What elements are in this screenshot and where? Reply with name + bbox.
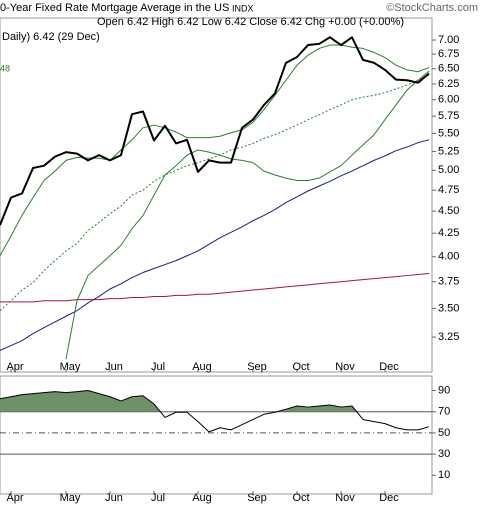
x-tick-label: Oct	[292, 361, 309, 373]
y-tick-label: 30	[438, 448, 450, 460]
x-tick-label: Jun	[105, 492, 123, 504]
y-tick-label: 5.50	[438, 127, 459, 139]
x-tick-label: Jun	[105, 361, 123, 373]
y-tick-label: 6.00	[438, 94, 459, 106]
x-tick-label: Nov	[335, 361, 355, 373]
y-tick-label: 6.50	[438, 63, 459, 75]
y-tick-label: 6.75	[438, 48, 459, 60]
x-tick-label: Sep	[247, 361, 267, 373]
y-tick-label: 3.50	[438, 302, 459, 314]
series-line	[65, 70, 430, 360]
x-tick-label: Apr	[6, 492, 23, 504]
x-tick-label: May	[60, 361, 81, 373]
x-tick-label: Jul	[151, 361, 165, 373]
y-tick-label: 50	[438, 427, 450, 439]
side-label: 48	[0, 63, 10, 73]
y-tick-label: 10	[438, 469, 450, 481]
series-line	[0, 36, 430, 226]
y-tick-label: 90	[438, 384, 450, 396]
x-tick-label: Apr	[6, 361, 23, 373]
x-tick-label: Dec	[379, 492, 399, 504]
x-tick-label: Dec	[379, 361, 399, 373]
series-line	[0, 390, 430, 433]
x-tick-label: May	[60, 492, 81, 504]
series-line	[0, 139, 430, 351]
y-tick-label: 7.00	[438, 34, 459, 46]
x-tick-label: Oct	[292, 492, 309, 504]
price-panel	[0, 17, 433, 373]
chart-title: 0-Year Fixed Rate Mortgage Average in th…	[0, 2, 229, 14]
area-fill	[0, 390, 357, 412]
y-tick-label: 5.00	[438, 164, 459, 176]
y-tick-label: 3.25	[438, 331, 459, 343]
y-tick-label: 5.25	[438, 145, 459, 157]
x-tick-label: Sep	[247, 492, 267, 504]
x-tick-label: Aug	[192, 492, 212, 504]
y-tick-label: 3.75	[438, 276, 459, 288]
y-tick-label: 5.75	[438, 110, 459, 122]
y-tick-label: 6.25	[438, 78, 459, 90]
x-tick-label: Aug	[192, 361, 212, 373]
y-tick-label: 4.50	[438, 205, 459, 217]
y-tick-label: 70	[438, 406, 450, 418]
series-line	[0, 273, 430, 303]
y-tick-label: 4.00	[438, 251, 459, 263]
x-tick-label: Jul	[151, 492, 165, 504]
y-tick-label: 4.25	[438, 227, 459, 239]
legend-text: Daily) 6.42 (29 Dec)	[2, 31, 100, 43]
x-tick-label: Nov	[335, 492, 355, 504]
exchange: INDX	[232, 3, 254, 13]
y-tick-label: 4.75	[438, 184, 459, 196]
source: ©StockCharts.com	[386, 2, 478, 14]
quote: Open 6.42 High 6.42 Low 6.42 Close 6.42 …	[97, 16, 404, 28]
